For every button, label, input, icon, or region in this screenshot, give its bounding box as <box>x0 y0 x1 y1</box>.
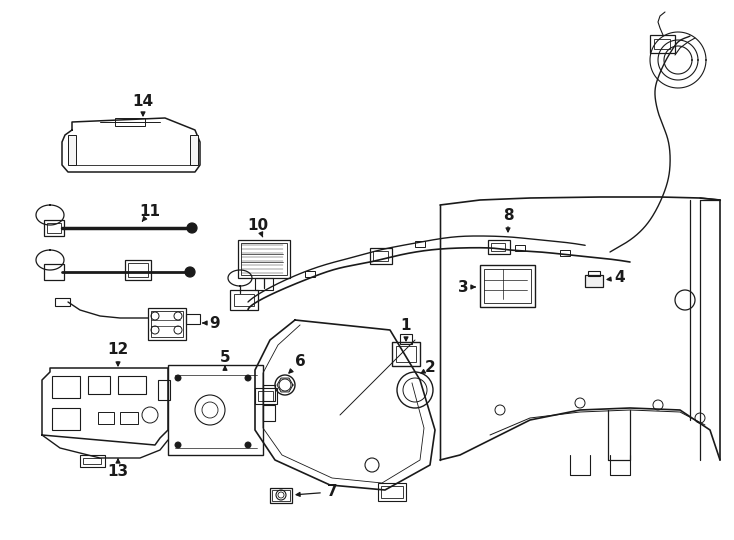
Circle shape <box>187 223 197 233</box>
Bar <box>415 241 425 247</box>
Bar <box>515 245 525 251</box>
Bar <box>88 376 110 394</box>
Bar <box>373 251 388 261</box>
Bar <box>230 290 258 310</box>
Text: 7: 7 <box>327 484 338 500</box>
Bar <box>115 118 145 126</box>
Bar <box>168 365 263 455</box>
Bar <box>654 39 670 49</box>
Text: 13: 13 <box>107 464 128 480</box>
Bar <box>44 264 64 280</box>
Text: 1: 1 <box>401 319 411 334</box>
Bar <box>98 412 114 424</box>
Bar <box>396 346 416 362</box>
Text: 4: 4 <box>614 271 625 286</box>
Bar <box>234 294 254 306</box>
Circle shape <box>175 442 181 448</box>
Bar <box>255 278 273 290</box>
Bar <box>491 243 505 251</box>
Bar <box>588 271 600 276</box>
Bar <box>272 490 290 501</box>
Bar <box>80 455 105 467</box>
Circle shape <box>175 375 181 381</box>
Text: 2: 2 <box>425 361 435 375</box>
Bar <box>258 391 273 401</box>
Bar <box>128 263 148 277</box>
Text: 6: 6 <box>294 354 305 369</box>
Circle shape <box>245 442 251 448</box>
Bar <box>83 458 101 464</box>
Text: 11: 11 <box>139 205 161 219</box>
Bar <box>378 483 406 501</box>
Text: 12: 12 <box>107 342 128 357</box>
Bar <box>400 334 412 344</box>
Bar <box>560 250 570 256</box>
Bar <box>650 35 675 53</box>
Bar <box>480 265 535 307</box>
Bar <box>151 311 183 337</box>
Bar <box>392 342 420 366</box>
Bar <box>158 380 170 400</box>
Bar <box>68 135 76 165</box>
Bar <box>186 314 200 324</box>
Bar <box>52 376 80 398</box>
Bar <box>52 408 80 430</box>
Text: 5: 5 <box>219 350 230 366</box>
Bar <box>488 240 510 254</box>
Bar <box>190 135 198 165</box>
Bar <box>47 223 61 233</box>
Bar <box>255 388 277 404</box>
Bar <box>238 240 290 278</box>
Text: 3: 3 <box>458 280 468 294</box>
Bar <box>55 298 70 306</box>
Text: 10: 10 <box>247 219 269 233</box>
Bar <box>381 486 403 498</box>
Bar <box>148 308 186 340</box>
Bar <box>241 243 287 275</box>
Text: 14: 14 <box>132 94 153 110</box>
Bar <box>263 405 275 421</box>
Bar <box>370 248 392 264</box>
Bar <box>305 271 315 277</box>
Bar <box>120 412 138 424</box>
Bar <box>44 220 64 236</box>
Bar <box>263 385 275 401</box>
Text: 9: 9 <box>210 315 220 330</box>
Bar <box>585 275 603 287</box>
Text: 8: 8 <box>503 207 513 222</box>
Bar <box>118 376 146 394</box>
Bar <box>125 260 151 280</box>
Bar <box>484 269 531 303</box>
Circle shape <box>185 267 195 277</box>
Bar <box>270 488 292 503</box>
Circle shape <box>245 375 251 381</box>
